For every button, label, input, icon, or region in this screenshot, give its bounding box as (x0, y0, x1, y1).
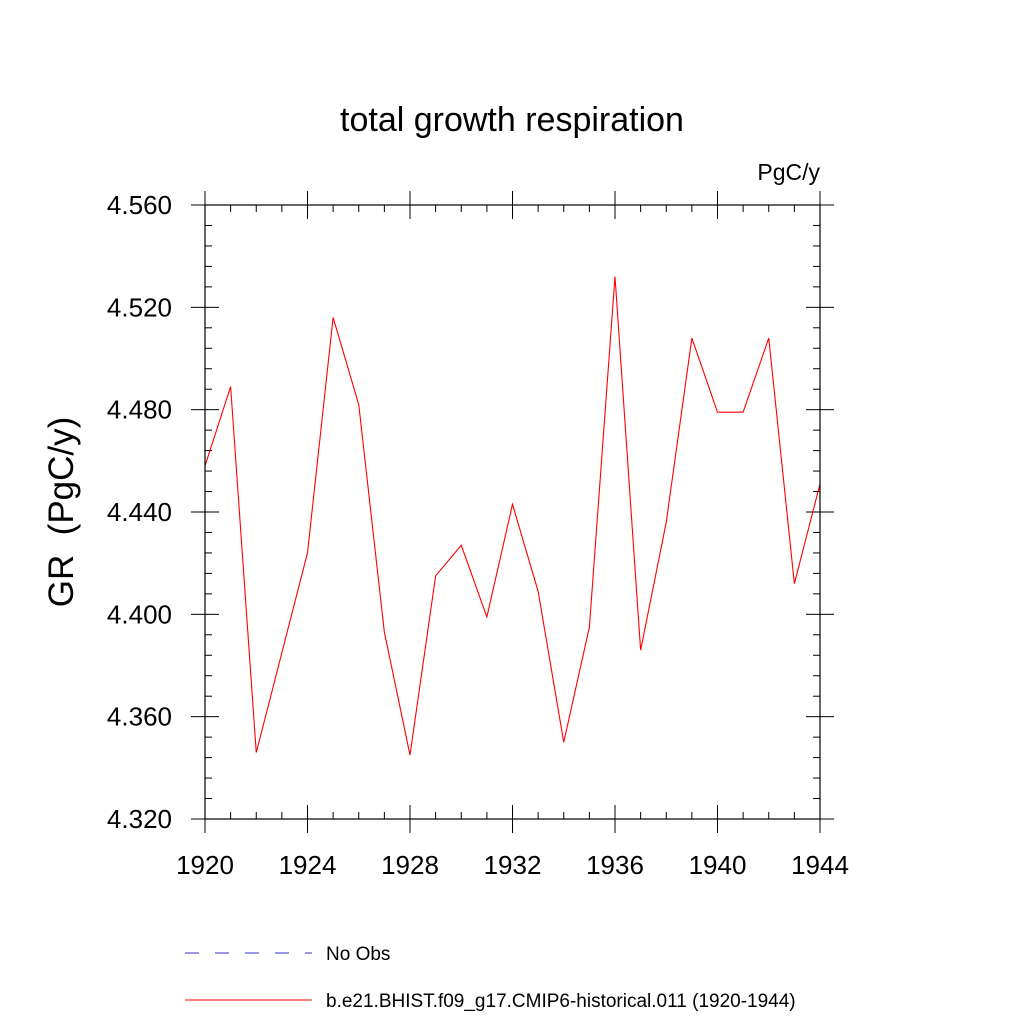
x-tick-label: 1932 (484, 850, 542, 880)
x-tick-label: 1944 (791, 850, 849, 880)
x-tick-label: 1924 (279, 850, 337, 880)
y-tick-label: 4.360 (107, 702, 172, 732)
y-tick-label: 4.320 (107, 804, 172, 834)
plot-lines (204, 276, 821, 756)
y-tick-label: 4.520 (107, 292, 172, 322)
legend-label: b.e21.BHIST.f09_g17.CMIP6-historical.011… (326, 991, 796, 1012)
x-tick-label: 1928 (381, 850, 439, 880)
axis-ticks: 1920 1924 1928 1932 1936 1940 1944 4.320 4.360 4.… (107, 190, 849, 880)
chart-title: total growth respiration (340, 101, 684, 139)
legend-label: No Obs (326, 944, 390, 965)
y-tick-label: 4.440 (107, 497, 172, 527)
y-tick-label: 4.560 (107, 190, 172, 220)
series-line (204, 276, 821, 756)
plot-frame (204, 204, 821, 820)
legend: No Obs b.e21.BHIST.f09_g17.CMIP6-historic… (185, 944, 796, 1012)
units-label: PgC/y (757, 159, 820, 185)
x-tick-label: 1920 (176, 850, 234, 880)
y-tick-label: 4.480 (107, 395, 172, 425)
x-tick-label: 1936 (586, 850, 644, 880)
y-tick-label: 4.400 (107, 599, 172, 629)
y-axis-label: GR (PgC/y) (42, 417, 81, 608)
x-tick-label: 1940 (689, 850, 747, 880)
